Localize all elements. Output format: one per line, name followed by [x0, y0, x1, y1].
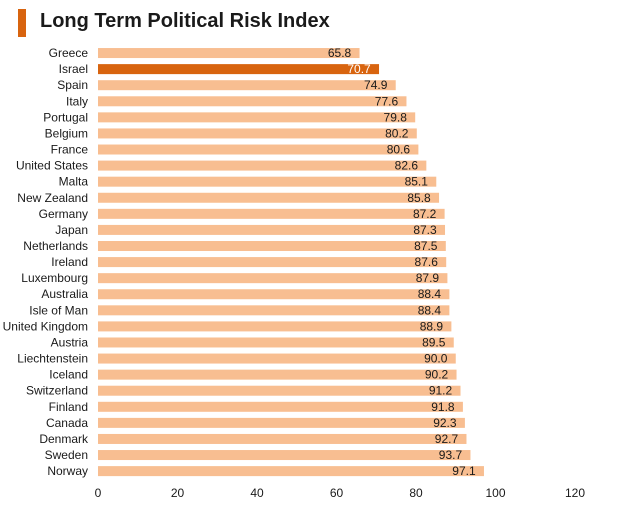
bar-italy — [98, 96, 407, 107]
category-label: Denmark — [39, 432, 89, 446]
category-label: Finland — [49, 400, 88, 414]
data-label: 91.8 — [431, 400, 455, 414]
category-label: Japan — [55, 223, 88, 237]
bar-israel — [98, 64, 380, 75]
data-label: 88.4 — [418, 287, 442, 301]
bar-canada — [98, 417, 465, 428]
category-label: Liechtenstein — [17, 352, 88, 366]
x-tick-label: 40 — [250, 486, 264, 500]
data-label: 87.6 — [415, 255, 439, 269]
data-label: 65.8 — [328, 46, 352, 60]
bar-japan — [98, 224, 446, 235]
bar-united-states — [98, 160, 427, 171]
data-label: 88.9 — [420, 319, 444, 333]
bar-germany — [98, 208, 445, 219]
bar-netherlands — [98, 241, 446, 251]
x-tick-label: 80 — [409, 486, 423, 500]
category-label: United States — [16, 159, 88, 173]
bar-portugal — [98, 112, 416, 123]
category-label: New Zealand — [17, 191, 88, 205]
category-label: Luxembourg — [21, 271, 88, 285]
x-tick-label: 100 — [485, 486, 505, 500]
data-label: 92.7 — [435, 432, 459, 446]
x-tick-label: 60 — [330, 486, 344, 500]
bar-luxembourg — [98, 273, 448, 284]
data-label: 87.2 — [413, 207, 437, 221]
category-label: Norway — [47, 464, 88, 478]
x-tick-label: 20 — [171, 486, 185, 500]
data-label: 90.2 — [425, 368, 449, 382]
data-label: 87.5 — [414, 239, 438, 253]
data-label: 90.0 — [424, 352, 448, 366]
bar-greece — [98, 48, 360, 59]
bar-austria — [98, 337, 454, 348]
bar-ireland — [98, 257, 447, 268]
bar-france — [98, 144, 419, 155]
data-label: 82.6 — [395, 159, 419, 173]
category-label: Italy — [66, 94, 88, 108]
category-label: Belgium — [45, 126, 88, 140]
category-label: Sweden — [45, 448, 88, 462]
data-label: 79.8 — [384, 110, 408, 124]
data-label: 88.4 — [418, 303, 442, 317]
bar-isle-of-man — [98, 305, 450, 316]
category-label: Ireland — [51, 255, 88, 269]
category-label: France — [51, 143, 89, 157]
category-label: Israel — [59, 62, 88, 76]
category-label: Germany — [39, 207, 88, 221]
data-label: 93.7 — [439, 448, 463, 462]
category-label: Spain — [57, 78, 88, 92]
data-label: 85.1 — [405, 175, 429, 189]
bar-iceland — [98, 369, 457, 380]
category-label: Portugal — [43, 110, 88, 124]
data-label: 74.9 — [364, 78, 388, 92]
bar-switzerland — [98, 385, 461, 396]
category-label: Isle of Man — [29, 303, 88, 317]
category-label: Netherlands — [23, 239, 88, 253]
bar-norway — [98, 466, 484, 477]
data-label: 80.6 — [387, 143, 411, 157]
data-label: 89.5 — [422, 335, 446, 349]
category-label: Switzerland — [26, 384, 88, 398]
category-label: United Kingdom — [3, 319, 88, 333]
bar-belgium — [98, 128, 417, 139]
category-label: Austria — [51, 335, 89, 349]
category-label: Iceland — [49, 368, 88, 382]
bar-australia — [98, 289, 450, 300]
category-label: Canada — [46, 416, 88, 430]
x-tick-label: 120 — [565, 486, 585, 500]
bar-finland — [98, 401, 463, 412]
data-label: 97.1 — [452, 464, 476, 478]
data-label: 80.2 — [385, 126, 409, 140]
category-label: Greece — [49, 46, 89, 60]
data-label: 77.6 — [375, 94, 399, 108]
data-label: 87.3 — [413, 223, 437, 237]
bar-denmark — [98, 433, 467, 444]
x-tick-label: 0 — [95, 486, 102, 500]
data-label: 85.8 — [407, 191, 431, 205]
bar-united-kingdom — [98, 321, 452, 332]
data-label: 92.3 — [433, 416, 457, 430]
title-marker — [18, 9, 26, 37]
bar-new-zealand — [98, 192, 440, 203]
bar-sweden — [98, 450, 471, 461]
chart-title: Long Term Political Risk Index — [40, 10, 330, 32]
data-label: 70.7 — [347, 62, 371, 76]
bar-malta — [98, 176, 437, 187]
bar-spain — [98, 80, 396, 91]
bar-liechtenstein — [98, 353, 456, 364]
data-label: 91.2 — [429, 384, 453, 398]
category-label: Malta — [59, 175, 89, 189]
data-label: 87.9 — [416, 271, 440, 285]
category-label: Australia — [41, 287, 88, 301]
